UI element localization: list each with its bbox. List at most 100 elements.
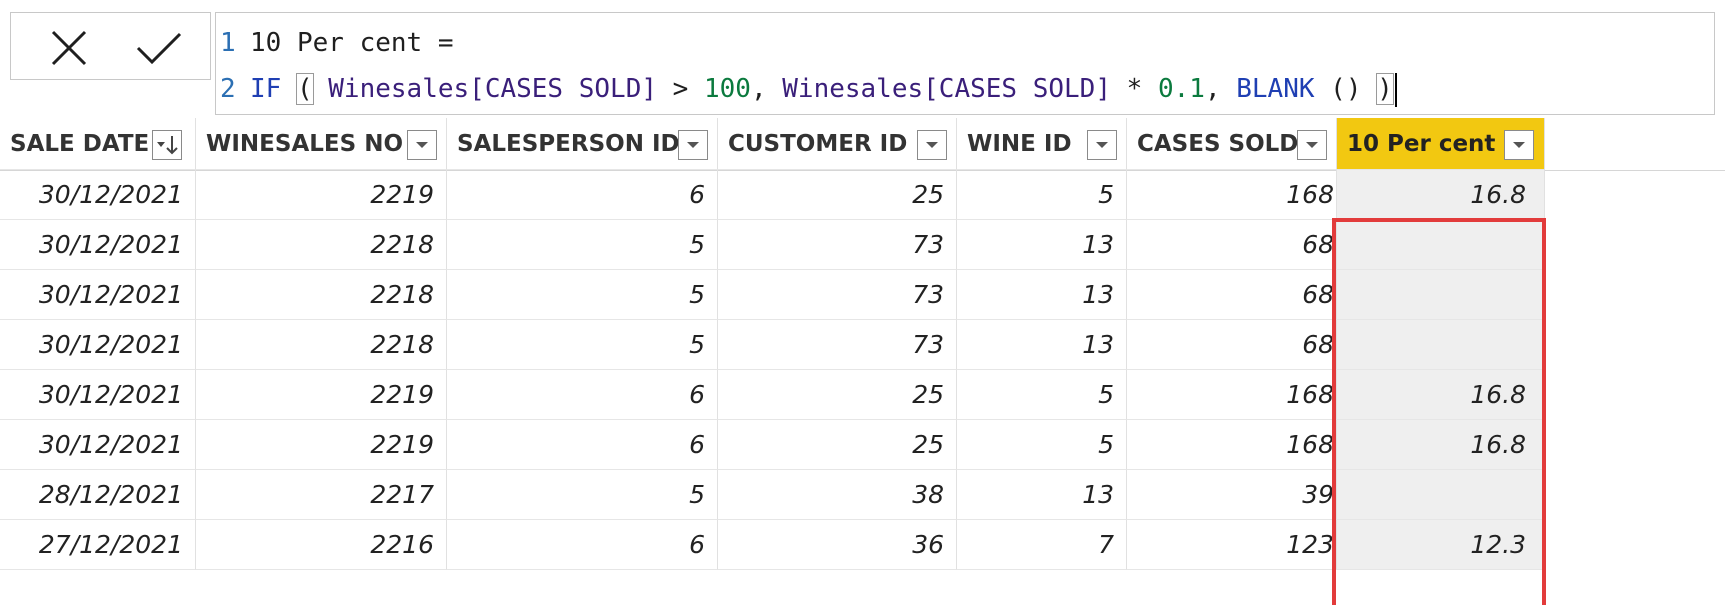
table-cell[interactable]: 5 <box>957 420 1127 470</box>
table-cell[interactable]: 13 <box>957 270 1127 320</box>
table-cell[interactable]: 16.8 <box>1337 170 1545 220</box>
column-header-customer-id[interactable]: CUSTOMER ID <box>718 118 957 170</box>
table-cell[interactable]: 5 <box>957 170 1127 220</box>
column-header-sale-date[interactable]: SALE DATE <box>0 118 196 170</box>
table-cell[interactable]: 2216 <box>196 520 447 570</box>
column-header-salesperson-id[interactable]: SALESPERSON ID <box>447 118 718 170</box>
table-cell[interactable]: 2219 <box>196 370 447 420</box>
table-cell[interactable]: 16.8 <box>1337 370 1545 420</box>
table-cell[interactable]: 25 <box>718 370 957 420</box>
table-cell[interactable]: 68 <box>1127 220 1337 270</box>
table-row[interactable]: 27/12/2021 2216 6 36 7 123 12.3 <box>0 520 1725 570</box>
formula-editor[interactable]: 1 10 Per cent = 2 IF ( Winesales[CASES SOL… <box>215 12 1715 115</box>
table-cell[interactable]: 6 <box>447 170 718 220</box>
table-row[interactable]: 30/12/2021 2218 5 73 13 68 <box>0 270 1725 320</box>
formula-line-1-text: 10 Per cent = <box>250 28 454 58</box>
table-cell[interactable]: 13 <box>957 470 1127 520</box>
formula-token: Winesales[CASES SOLD] <box>782 74 1111 104</box>
table-cell[interactable]: 2217 <box>196 470 447 520</box>
cancel-formula-button[interactable] <box>39 23 99 73</box>
formula-bar: 1 10 Per cent = 2 IF ( Winesales[CASES SOL… <box>0 0 1725 120</box>
column-filter-button[interactable] <box>678 130 708 160</box>
table-cell[interactable] <box>1337 220 1545 270</box>
formula-token: 100 <box>703 74 751 104</box>
table-cell[interactable]: 5 <box>447 470 718 520</box>
dropdown-icon <box>687 142 699 148</box>
table-cell[interactable] <box>1337 270 1545 320</box>
commit-formula-button[interactable] <box>129 23 189 73</box>
column-filter-button[interactable] <box>1297 130 1327 160</box>
column-filter-button[interactable] <box>152 130 182 160</box>
column-header-wine-id[interactable]: WINE ID <box>957 118 1127 170</box>
formula-token: IF <box>250 74 297 104</box>
table-cell[interactable]: 68 <box>1127 270 1337 320</box>
table-cell[interactable]: 2218 <box>196 270 447 320</box>
table-cell[interactable]: 30/12/2021 <box>0 170 196 220</box>
table-cell[interactable]: 25 <box>718 170 957 220</box>
table-cell[interactable]: 38 <box>718 470 957 520</box>
table-cell[interactable] <box>1337 470 1545 520</box>
table-cell[interactable]: 13 <box>957 220 1127 270</box>
column-header-cases-sold[interactable]: CASES SOLD <box>1127 118 1337 170</box>
table-cell[interactable]: 39 <box>1127 470 1337 520</box>
column-header-label: SALESPERSON ID <box>457 130 680 157</box>
table-row[interactable]: 28/12/2021 2217 5 38 13 39 <box>0 470 1725 520</box>
table-cell[interactable]: 5 <box>447 320 718 370</box>
table-cell[interactable]: 12.3 <box>1337 520 1545 570</box>
table-cell[interactable]: 13 <box>957 320 1127 370</box>
table-cell[interactable]: 28/12/2021 <box>0 470 196 520</box>
formula-token: Winesales[CASES SOLD] <box>328 74 658 104</box>
column-header-winesales-no[interactable]: WINESALES NO <box>196 118 447 170</box>
table-cell[interactable]: 2219 <box>196 420 447 470</box>
table-cell[interactable]: 27/12/2021 <box>0 520 196 570</box>
formula-token: , <box>1204 74 1237 104</box>
column-header-label: 10 Per cent <box>1347 130 1496 157</box>
table-header-row: SALE DATE WINESALES NO SALESPERSON ID CUSTO… <box>0 118 1725 171</box>
dropdown-icon <box>1513 142 1525 148</box>
table-cell[interactable]: 30/12/2021 <box>0 270 196 320</box>
column-filter-button[interactable] <box>407 130 437 160</box>
table-cell[interactable]: 6 <box>447 520 718 570</box>
table-cell[interactable]: 73 <box>718 270 957 320</box>
table-cell[interactable]: 2219 <box>196 170 447 220</box>
table-cell[interactable]: 5 <box>447 220 718 270</box>
column-header-10-per-cent[interactable]: 10 Per cent <box>1337 118 1545 170</box>
table-cell[interactable]: 5 <box>957 370 1127 420</box>
data-table: SALE DATE WINESALES NO SALESPERSON ID CUSTO… <box>0 118 1725 605</box>
table-cell[interactable]: 68 <box>1127 320 1337 370</box>
formula-token: () <box>1314 74 1378 104</box>
table-cell[interactable]: 168 <box>1127 420 1337 470</box>
table-cell[interactable]: 7 <box>957 520 1127 570</box>
table-cell[interactable]: 36 <box>718 520 957 570</box>
table-cell[interactable]: 2218 <box>196 320 447 370</box>
table-cell[interactable]: 6 <box>447 420 718 470</box>
table-cell[interactable]: 16.8 <box>1337 420 1545 470</box>
column-filter-button[interactable] <box>1504 130 1534 160</box>
table-cell[interactable]: 73 <box>718 220 957 270</box>
table-cell[interactable]: 123 <box>1127 520 1337 570</box>
line-number: 2 <box>220 74 236 104</box>
table-cell[interactable]: 25 <box>718 420 957 470</box>
table-row[interactable]: 30/12/2021 2218 5 73 13 68 <box>0 220 1725 270</box>
text-caret <box>1394 72 1397 107</box>
table-cell[interactable]: 2218 <box>196 220 447 270</box>
table-cell[interactable]: 5 <box>447 270 718 320</box>
table-cell[interactable]: 30/12/2021 <box>0 320 196 370</box>
table-row[interactable]: 30/12/2021 2219 6 25 5 168 16.8 <box>0 370 1725 420</box>
table-cell[interactable]: 73 <box>718 320 957 370</box>
table-cell[interactable] <box>1337 320 1545 370</box>
table-row[interactable]: 30/12/2021 2219 6 25 5 168 16.8 <box>0 170 1725 220</box>
table-cell[interactable]: 30/12/2021 <box>0 220 196 270</box>
table-cell[interactable]: 168 <box>1127 370 1337 420</box>
table-row[interactable]: 30/12/2021 2219 6 25 5 168 16.8 <box>0 420 1725 470</box>
column-filter-button[interactable] <box>917 130 947 160</box>
table-cell[interactable]: 30/12/2021 <box>0 370 196 420</box>
table-row[interactable]: 30/12/2021 2218 5 73 13 68 <box>0 320 1725 370</box>
table-cell[interactable]: 168 <box>1127 170 1337 220</box>
line-number: 1 <box>220 28 236 58</box>
table-cell[interactable]: 30/12/2021 <box>0 420 196 470</box>
close-icon <box>51 30 87 66</box>
formula-token: 0.1 <box>1157 74 1205 104</box>
table-cell[interactable]: 6 <box>447 370 718 420</box>
column-filter-button[interactable] <box>1087 130 1117 160</box>
